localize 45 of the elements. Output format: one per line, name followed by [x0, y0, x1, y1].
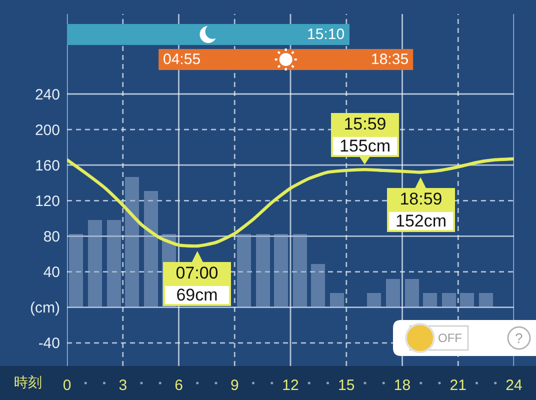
y-tick-label: 200: [34, 122, 60, 139]
x-tick-label: 9: [230, 377, 239, 394]
bar: [88, 220, 102, 307]
bar: [69, 234, 83, 307]
annotation: 07:00 69cm: [176, 264, 218, 304]
text: ?: [515, 330, 523, 346]
y-tick-label: -40: [38, 335, 60, 352]
x-tick-label: 0: [62, 377, 72, 394]
annotation: 04:55: [163, 51, 201, 68]
bar: [423, 293, 437, 307]
bar: [256, 234, 270, 307]
bar: [479, 293, 493, 307]
line-series: [67, 157, 514, 248]
x-tick-label: 21: [450, 377, 466, 394]
bar: [125, 177, 139, 307]
bar: [144, 191, 158, 307]
bar: [293, 234, 307, 307]
x-tick-label: 18: [394, 377, 411, 394]
x-tick-label: 15: [338, 377, 355, 394]
bar: [274, 234, 288, 307]
annotation: 15:59 155cm: [339, 114, 391, 156]
y-tick-label: 40: [43, 264, 60, 282]
x-tick-label: 12: [282, 377, 299, 394]
bar: [405, 279, 419, 307]
x-tick-label: 6: [174, 377, 183, 394]
x-tick-label: 24: [506, 377, 522, 394]
y-tick-label: 240: [34, 86, 60, 104]
annotation: 18:59 152cm: [395, 190, 447, 230]
x-axis-title: 時刻: [14, 375, 42, 391]
bar: [386, 279, 400, 307]
y-tick-label: 160: [34, 157, 60, 174]
annotation: 15:10: [307, 26, 345, 43]
x-tick-label: 3: [118, 377, 128, 394]
bar: [442, 293, 456, 307]
bar: [460, 293, 474, 307]
bar: [107, 220, 121, 307]
y-tick-label: 80: [43, 228, 60, 246]
bar: [237, 234, 251, 307]
bar: [311, 264, 325, 307]
y-tick-label: (cm): [30, 300, 60, 317]
bar: [367, 293, 381, 307]
annotation: OFF: [438, 331, 462, 345]
y-tick-label: 120: [34, 192, 60, 210]
bar: [330, 293, 344, 307]
annotation: 18:35: [371, 51, 409, 68]
